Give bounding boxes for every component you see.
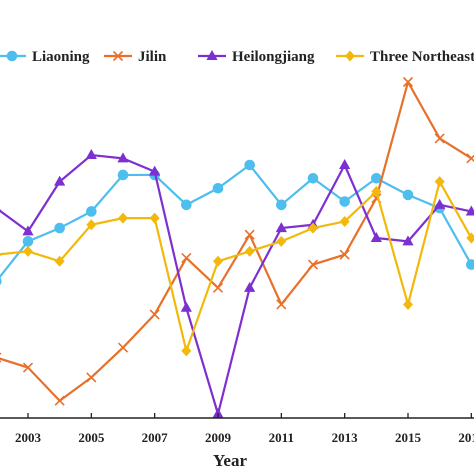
data-point-three-northeast	[0, 253, 2, 257]
data-point-jilin	[149, 309, 160, 320]
legend: Liaoning Jilin Heilongjiang Three Northeast	[0, 49, 474, 65]
data-point-heilongjiang	[434, 198, 446, 209]
x-tick-label: 2017	[458, 430, 474, 445]
x-tick-label: 2003	[15, 430, 42, 445]
legend-label-jilin: Jilin	[138, 49, 167, 65]
legend-item-liaoning: Liaoning	[0, 49, 90, 65]
data-point-liaoning	[307, 172, 319, 184]
series-jilin	[0, 76, 474, 406]
data-point-heilongjiang	[339, 159, 351, 169]
data-point-liaoning	[402, 189, 414, 201]
data-point-liaoning	[339, 196, 350, 207]
data-point-three-northeast	[276, 235, 287, 247]
data-point-liaoning	[276, 199, 287, 211]
legend-marker-liaoning	[6, 50, 18, 62]
data-point-three-northeast	[86, 219, 97, 231]
series-line-jilin	[0, 80, 472, 402]
data-point-heilongjiang	[54, 175, 66, 186]
data-point-three-northeast	[244, 245, 255, 257]
data-point-heilongjiang	[370, 232, 382, 243]
x-tick-label: 2009	[205, 430, 232, 445]
series-line-liaoning	[0, 163, 473, 279]
data-point-heilongjiang	[22, 225, 34, 236]
data-point-heilongjiang	[180, 301, 192, 312]
legend-item-three-northeast: Three Northeast	[336, 49, 474, 65]
data-point-heilongjiang	[0, 208, 2, 213]
data-point-jilin	[244, 229, 255, 240]
data-point-three-northeast	[23, 245, 33, 257]
data-point-heilongjiang	[402, 235, 414, 246]
legend-item-jilin: Jilin	[104, 49, 167, 65]
legend-marker-three-northeast	[345, 50, 355, 62]
data-point-three-northeast	[308, 222, 318, 234]
series-heilongjiang	[0, 149, 474, 418]
data-point-three-northeast	[213, 255, 223, 267]
data-point-liaoning	[22, 236, 34, 247]
legend-label-three-northeast: Three Northeast	[370, 49, 474, 65]
data-point-heilongjiang	[85, 149, 97, 160]
legend-marker-heilongjiang	[206, 50, 218, 60]
data-point-jilin	[434, 133, 445, 144]
x-axis-title: Year	[213, 451, 247, 470]
data-point-jilin	[22, 362, 34, 373]
data-point-liaoning	[466, 259, 474, 270]
legend-item-heilongjiang: Heilongjiang	[198, 49, 315, 65]
x-tick-label: 2007	[142, 430, 169, 445]
data-point-jilin	[276, 299, 287, 310]
x-tick-label: 2013	[332, 430, 359, 445]
series-liaoning	[0, 159, 474, 286]
data-point-jilin	[86, 372, 97, 383]
plot-area	[0, 76, 474, 418]
data-point-three-northeast	[434, 176, 445, 188]
data-point-jilin	[54, 395, 65, 406]
data-point-three-northeast	[466, 232, 474, 244]
data-point-liaoning	[86, 206, 97, 217]
data-point-liaoning	[54, 222, 65, 234]
legend-label-liaoning: Liaoning	[32, 49, 90, 65]
data-point-three-northeast	[54, 255, 65, 267]
data-point-jilin	[0, 352, 2, 363]
x-axis-ticks: 2003 2005 2007 2009 2011 2013 2015 2017	[15, 413, 474, 445]
data-point-heilongjiang	[117, 152, 129, 163]
x-tick-label: 2011	[269, 430, 294, 445]
data-point-jilin	[181, 252, 192, 264]
data-point-three-northeast	[339, 215, 350, 227]
data-point-heilongjiang	[465, 205, 474, 216]
data-point-jilin	[339, 249, 350, 260]
data-point-heilongjiang	[149, 165, 161, 176]
data-point-three-northeast	[403, 298, 413, 310]
series-line-three-northeast	[0, 180, 473, 353]
data-point-liaoning	[212, 182, 224, 194]
legend-marker-jilin	[112, 50, 124, 62]
legend-label-heilongjiang: Heilongjiang	[232, 49, 315, 65]
data-point-jilin	[212, 282, 224, 293]
data-point-three-northeast	[181, 345, 192, 357]
data-point-jilin	[307, 259, 319, 270]
data-point-jilin	[117, 342, 129, 353]
data-point-heilongjiang	[275, 222, 287, 233]
x-tick-label: 2015	[395, 430, 422, 445]
data-point-jilin	[466, 153, 474, 164]
data-point-three-northeast	[118, 212, 128, 224]
data-point-jilin	[402, 76, 414, 88]
data-point-liaoning	[0, 277, 2, 286]
data-point-heilongjiang	[244, 281, 256, 292]
series-line-heilongjiang	[0, 153, 472, 416]
series-three-northeast	[0, 176, 474, 357]
data-point-liaoning	[371, 172, 382, 184]
data-point-liaoning	[181, 199, 192, 211]
x-tick-label: 2005	[78, 430, 105, 445]
data-point-three-northeast	[149, 212, 160, 224]
data-point-liaoning	[244, 159, 255, 171]
data-point-three-northeast	[371, 186, 382, 198]
data-point-liaoning	[117, 169, 129, 181]
